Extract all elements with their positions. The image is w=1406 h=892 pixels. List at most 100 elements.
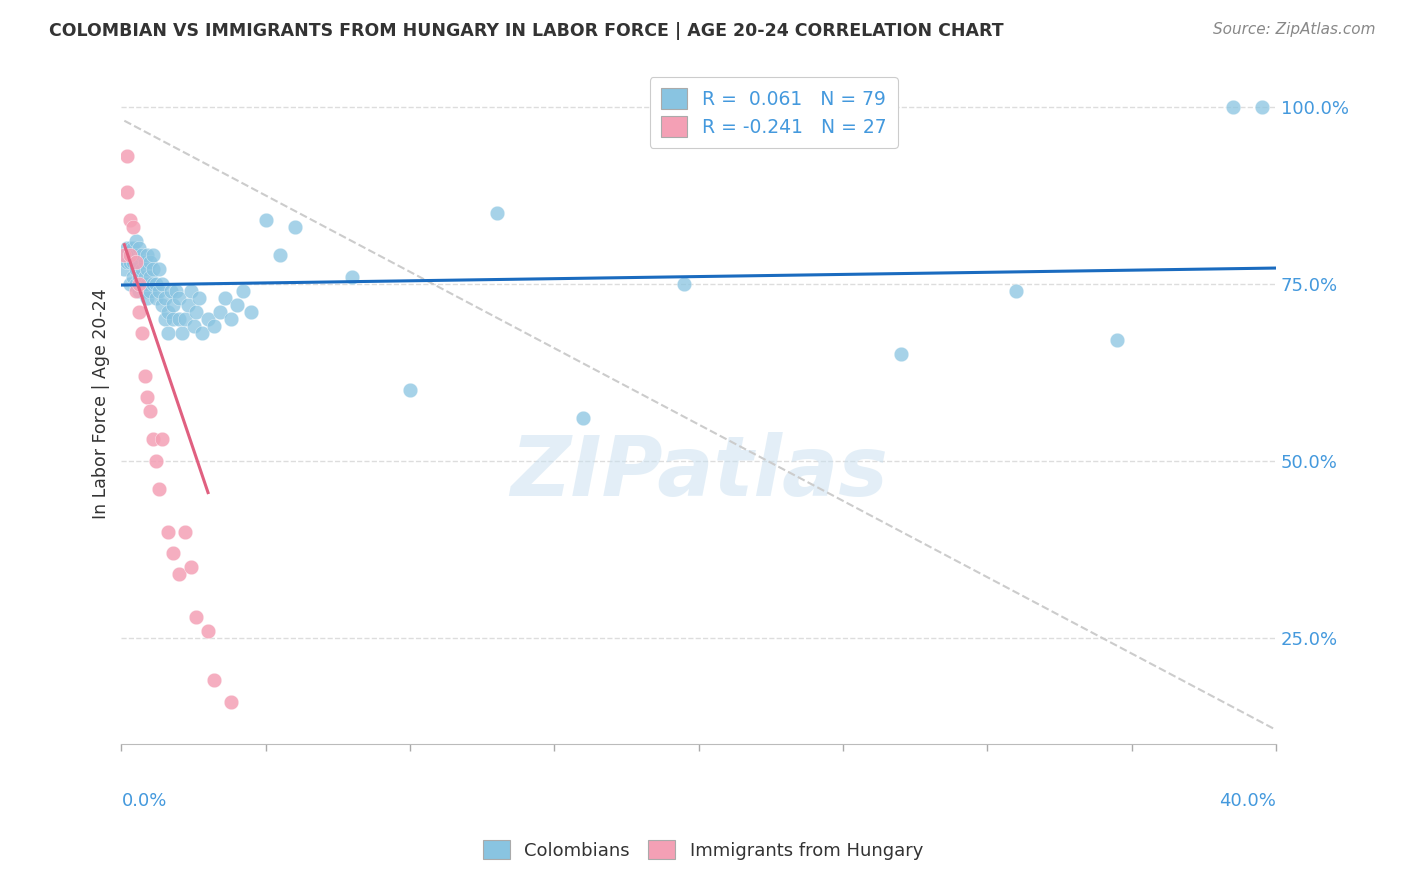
Point: [174, 524, 197, 539]
Point: [115, 149, 138, 163]
Point: [232, 284, 254, 298]
Point: [197, 624, 219, 638]
Point: [128, 269, 150, 284]
Point: [122, 219, 145, 234]
Point: [167, 567, 190, 582]
Point: [134, 368, 156, 383]
Point: [122, 269, 145, 284]
Point: [139, 404, 162, 418]
Legend: Colombians, Immigrants from Hungary: Colombians, Immigrants from Hungary: [475, 833, 931, 867]
Point: [122, 255, 145, 269]
Point: [156, 305, 179, 319]
Text: COLOMBIAN VS IMMIGRANTS FROM HUNGARY IN LABOR FORCE | AGE 20-24 CORRELATION CHAR: COLOMBIAN VS IMMIGRANTS FROM HUNGARY IN …: [49, 22, 1004, 40]
Point: [142, 248, 165, 262]
Point: [136, 277, 159, 291]
Point: [122, 241, 145, 255]
Point: [128, 255, 150, 269]
Point: [134, 269, 156, 284]
Point: [1107, 333, 1129, 347]
Point: [240, 305, 263, 319]
Point: [208, 305, 231, 319]
Point: [131, 262, 153, 277]
Point: [145, 453, 167, 467]
Point: [219, 694, 242, 708]
Point: [120, 248, 142, 262]
Point: [150, 433, 173, 447]
Legend: R =  0.061   N = 79, R = -0.241   N = 27: R = 0.061 N = 79, R = -0.241 N = 27: [650, 77, 898, 148]
Point: [148, 284, 170, 298]
Point: [120, 255, 142, 269]
Point: [485, 206, 508, 220]
Point: [115, 185, 138, 199]
Point: [142, 433, 165, 447]
Point: [225, 298, 247, 312]
Point: [167, 312, 190, 326]
Point: [134, 255, 156, 269]
Point: [186, 305, 208, 319]
Point: [131, 326, 153, 341]
Point: [197, 312, 219, 326]
Point: [174, 312, 197, 326]
Point: [156, 524, 179, 539]
Point: [183, 319, 205, 334]
Point: [112, 248, 135, 262]
Point: [1222, 99, 1244, 113]
Text: 0.0%: 0.0%: [121, 791, 167, 810]
Point: [1005, 284, 1028, 298]
Point: [177, 298, 200, 312]
Point: [139, 269, 162, 284]
Point: [136, 262, 159, 277]
Point: [115, 255, 138, 269]
Point: [162, 312, 184, 326]
Point: [142, 262, 165, 277]
Point: [153, 312, 176, 326]
Point: [145, 291, 167, 305]
Point: [139, 255, 162, 269]
Point: [148, 262, 170, 277]
Point: [115, 248, 138, 262]
Point: [136, 248, 159, 262]
Point: [120, 213, 142, 227]
Point: [115, 241, 138, 255]
Point: [254, 213, 277, 227]
Point: [128, 284, 150, 298]
Point: [125, 262, 148, 277]
Point: [145, 277, 167, 291]
Point: [112, 262, 135, 277]
Point: [128, 277, 150, 291]
Text: Source: ZipAtlas.com: Source: ZipAtlas.com: [1212, 22, 1375, 37]
Point: [136, 291, 159, 305]
Point: [890, 347, 912, 361]
Point: [191, 326, 214, 341]
Point: [165, 284, 187, 298]
Point: [131, 277, 153, 291]
Point: [269, 248, 291, 262]
Point: [148, 482, 170, 496]
Point: [128, 241, 150, 255]
Point: [142, 277, 165, 291]
Point: [572, 411, 595, 425]
Point: [156, 326, 179, 341]
Point: [202, 319, 225, 334]
Point: [162, 546, 184, 560]
Point: [150, 298, 173, 312]
Point: [150, 277, 173, 291]
Point: [134, 284, 156, 298]
Point: [1250, 99, 1272, 113]
Point: [128, 305, 150, 319]
Point: [214, 291, 236, 305]
Text: 40.0%: 40.0%: [1219, 791, 1277, 810]
Point: [125, 248, 148, 262]
Point: [188, 291, 211, 305]
Point: [136, 390, 159, 404]
Point: [125, 277, 148, 291]
Point: [342, 269, 364, 284]
Point: [139, 284, 162, 298]
Point: [153, 291, 176, 305]
Point: [120, 277, 142, 291]
Point: [186, 609, 208, 624]
Point: [180, 560, 202, 574]
Point: [399, 383, 422, 397]
Point: [219, 312, 242, 326]
Point: [125, 255, 148, 269]
